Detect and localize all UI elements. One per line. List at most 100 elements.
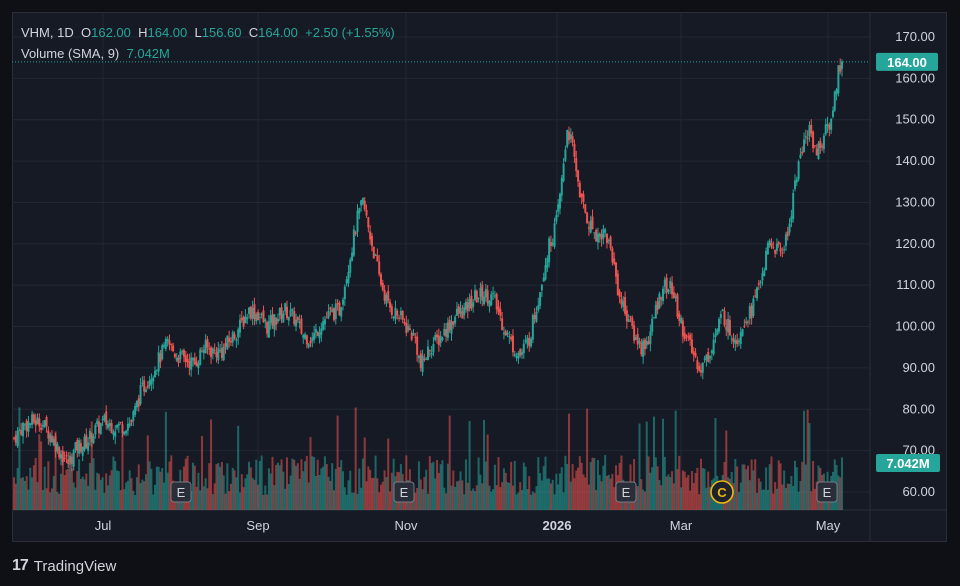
candle-body	[674, 296, 677, 299]
candle-body	[246, 317, 249, 320]
candle-body	[282, 313, 285, 323]
candle-body	[540, 284, 543, 291]
candle-body	[730, 338, 733, 340]
event-marker-earnings[interactable]	[170, 481, 192, 503]
event-marker-earnings[interactable]	[615, 481, 637, 503]
volume-bar	[233, 470, 236, 510]
ohlc-legend: VHM, 1D O162.00 H164.00 L156.60 C164.00 …	[21, 25, 395, 40]
legend-low-label: L	[194, 25, 202, 40]
volume-bar	[390, 472, 393, 510]
volume-bar	[705, 487, 708, 510]
candle-body	[378, 261, 381, 275]
candle-body	[87, 442, 90, 451]
candle-body	[519, 349, 522, 356]
candle-body	[143, 380, 146, 392]
volume-bar	[253, 479, 256, 510]
volume-bar	[786, 483, 789, 510]
candle-body	[546, 258, 549, 268]
candle-body	[761, 273, 764, 281]
candle-body	[461, 311, 464, 319]
candle-body	[549, 242, 552, 246]
volume-bar	[678, 455, 681, 510]
candle-body	[658, 293, 661, 309]
volume-bar	[383, 470, 386, 510]
candle-body	[511, 335, 514, 353]
candle-body	[349, 259, 352, 273]
x-tick-label: 2026	[543, 518, 572, 533]
event-marker-dividend[interactable]	[710, 480, 734, 504]
volume-bar	[295, 465, 298, 510]
volume-bar	[690, 471, 693, 510]
candle-body	[492, 292, 495, 294]
volume-bar	[699, 458, 702, 510]
candle-body	[318, 332, 321, 339]
tradingview-name: TradingView	[33, 557, 117, 575]
volume-bar	[808, 423, 811, 510]
candle-body	[190, 357, 193, 370]
volume-bar	[519, 482, 522, 510]
candle-body	[464, 301, 467, 310]
candle-body	[181, 351, 184, 353]
event-marker-earnings[interactable]	[393, 481, 415, 503]
volume-bar	[329, 480, 332, 510]
volume-bar	[60, 473, 63, 510]
candle-body	[125, 430, 128, 434]
candle-body	[416, 336, 419, 355]
volume-bar	[775, 488, 778, 510]
volume-bar	[779, 463, 782, 510]
volume-bar	[569, 481, 572, 510]
volume-bar	[197, 472, 200, 510]
candle-body	[468, 298, 471, 309]
volume-bar	[497, 457, 500, 510]
volume-bar	[342, 471, 345, 510]
candle-body	[338, 302, 341, 316]
volume-bar	[492, 489, 495, 510]
candle-body	[562, 163, 565, 181]
volume-bar	[652, 416, 655, 510]
candle-body	[316, 332, 319, 337]
legend-symbol[interactable]: VHM	[21, 25, 50, 40]
volume-bar	[296, 463, 299, 510]
branding[interactable]: 17 TradingView	[12, 556, 116, 576]
candle-body	[578, 182, 581, 198]
candle-body	[369, 231, 372, 240]
volume-bar	[680, 487, 683, 510]
volume-bar	[692, 482, 695, 510]
volume-bar	[242, 487, 245, 510]
volume-bar	[87, 485, 90, 510]
volume-bar	[566, 463, 569, 510]
volume-bar	[763, 489, 766, 510]
candle-body	[276, 319, 279, 322]
volume-bar	[752, 470, 755, 510]
volume-bar	[450, 485, 453, 510]
volume-bar	[557, 484, 560, 510]
volume-legend-label[interactable]: Volume (SMA, 9)	[21, 46, 120, 61]
volume-bar	[134, 494, 137, 510]
candle-body	[568, 131, 571, 141]
volume-bar	[479, 474, 482, 510]
candle-body	[748, 306, 751, 319]
volume-bar	[276, 462, 279, 510]
volume-bar	[813, 488, 816, 510]
volume-bar	[195, 486, 198, 510]
candle-body	[16, 430, 19, 447]
volume-bar	[291, 458, 294, 510]
tradingview-logo-icon: 17	[12, 557, 29, 574]
candle-body	[450, 321, 453, 334]
candle-body	[229, 340, 232, 343]
candle-body	[323, 319, 326, 325]
event-marker-earnings[interactable]	[816, 481, 838, 503]
candle-body	[83, 436, 86, 451]
candle-body	[202, 349, 205, 354]
candle-body	[383, 289, 386, 301]
volume-bar	[602, 465, 605, 510]
volume-bar	[466, 482, 469, 510]
candle-body	[441, 337, 444, 341]
candle-body	[611, 248, 614, 263]
candle-body	[667, 289, 670, 293]
volume-bar	[385, 477, 388, 510]
volume-bar	[528, 476, 531, 510]
legend-open: 162.00	[91, 25, 131, 40]
candle-body	[681, 320, 684, 337]
